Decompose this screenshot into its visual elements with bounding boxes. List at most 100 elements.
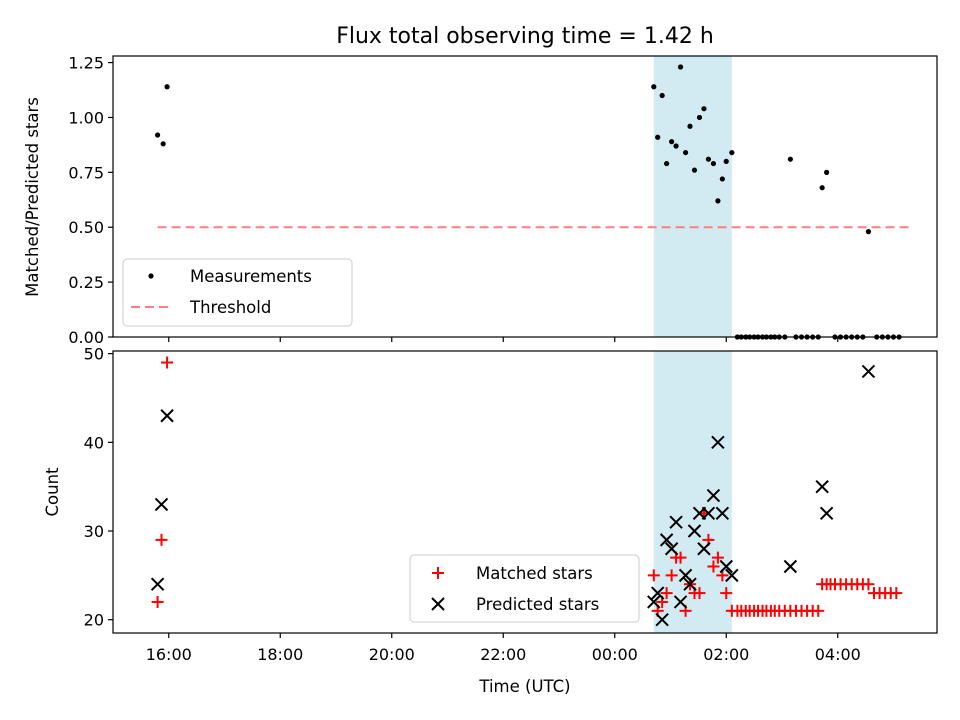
matched-star-point	[155, 533, 168, 546]
measurement-point	[701, 106, 707, 112]
predicted-star-point	[664, 542, 679, 556]
matched-star-point	[720, 587, 733, 600]
matched-star-point	[707, 560, 720, 573]
predicted-star-point	[715, 506, 730, 520]
predicted-star-point	[719, 559, 733, 574]
bottom-y-ticks: 20 30 40 50	[84, 345, 113, 630]
predicted-star-point	[783, 559, 798, 574]
matched-star-point	[711, 551, 724, 564]
measurement-point	[164, 84, 170, 90]
measurement-point	[673, 143, 679, 149]
x-tick-label: 20:00	[369, 645, 415, 664]
measurement-point	[651, 84, 657, 90]
y-tick-label: 40	[84, 433, 104, 452]
y-tick-label: 1.00	[68, 108, 104, 127]
y-tick-label: 20	[84, 611, 104, 630]
x-tick-label: 22:00	[480, 645, 526, 664]
matched-star-point	[862, 578, 875, 591]
predicted-star-point	[650, 586, 665, 600]
predicted-star-point	[678, 568, 693, 583]
measurement-point	[691, 167, 698, 173]
measurement-point	[705, 156, 712, 162]
predicted-star-points	[150, 364, 876, 627]
matched-star-point	[660, 587, 673, 600]
x-tick-label: 00:00	[592, 645, 638, 664]
predicted-star-point	[150, 577, 165, 591]
y-tick-label: 0.00	[68, 328, 104, 347]
top-legend-box	[122, 258, 353, 327]
predicted-star-point	[819, 506, 834, 520]
measurement-point	[682, 149, 689, 156]
bottom-panel: 20 30 40 50 16:00 18:00 20:00 22:00 00:00 02:00 0…	[43, 345, 938, 696]
measurement-point	[669, 139, 675, 145]
predicted-star-point	[711, 435, 725, 450]
predicted-star-point	[861, 364, 876, 379]
matched-star-point	[890, 587, 903, 600]
matched-star-point	[665, 569, 678, 582]
measurement-point	[659, 92, 665, 99]
measurement-point	[677, 64, 684, 70]
top-highlight-span	[653, 56, 732, 337]
predicted-star-point	[154, 497, 169, 512]
y-tick-label: 50	[84, 345, 104, 364]
measurement-point	[664, 160, 670, 167]
top-x-ticks	[168, 337, 839, 342]
predicted-star-point	[815, 479, 829, 494]
measurement-point	[710, 160, 717, 167]
measurement-point	[696, 114, 703, 121]
x-axis-label: Time (UTC)	[478, 677, 570, 696]
predicted-star-point	[669, 515, 683, 529]
measurement-point	[655, 134, 661, 140]
predicted-star-point	[701, 506, 716, 520]
predicted-star-point	[655, 612, 669, 627]
x-tick-label: 02:00	[703, 645, 749, 664]
matched-star-point	[161, 356, 174, 369]
x-tick-label: 16:00	[146, 645, 192, 664]
predicted-star-point	[706, 488, 721, 503]
measurement-point	[723, 158, 729, 164]
top-axes-frame	[112, 55, 938, 338]
top-y-axis-label: Matched/Predicted stars	[23, 97, 42, 297]
measurement-point	[865, 229, 872, 235]
measurement-point	[155, 132, 161, 138]
predicted-star-point	[659, 533, 674, 547]
measurement-point	[687, 123, 693, 129]
y-tick-label: 1.25	[68, 54, 104, 73]
bottom-highlight-span	[653, 351, 732, 633]
measurement-point	[819, 185, 825, 191]
legend-matched-label: Matched stars	[476, 564, 593, 583]
predicted-star-point	[683, 577, 697, 591]
matched-star-point	[151, 595, 164, 608]
legend-predicted-marker	[431, 597, 445, 611]
chart-title: Flux total observing time = 1.42 h	[336, 24, 714, 49]
x-tick-label: 04:00	[815, 645, 861, 664]
measurement-point	[787, 156, 793, 162]
predicted-star-point	[725, 568, 739, 583]
x-tick-label: 18:00	[257, 645, 303, 664]
predicted-star-point	[673, 595, 688, 609]
predicted-star-point	[160, 409, 174, 423]
top-legend: Measurements Threshold	[122, 258, 353, 327]
matched-star-point	[693, 587, 706, 600]
bottom-x-ticks: 16:00 18:00 20:00 22:00 00:00 02:00 04:00	[146, 633, 861, 664]
matched-star-point	[674, 551, 687, 564]
y-tick-label: 0.25	[68, 273, 104, 292]
y-tick-label: 30	[84, 522, 104, 541]
bottom-legend-box	[409, 554, 640, 623]
bottom-y-axis-label: Count	[43, 467, 62, 517]
measurement-point	[729, 149, 735, 156]
bottom-legend: Matched stars Predicted stars	[409, 554, 640, 623]
measurement-point	[160, 141, 166, 147]
top-y-ticks: 0.00 0.25 0.50 0.75 1.00 1.25	[68, 54, 113, 347]
legend-matched-marker	[432, 567, 444, 579]
predicted-star-point	[647, 595, 661, 609]
y-tick-label: 0.50	[68, 218, 104, 237]
legend-threshold-label: Threshold	[189, 298, 271, 317]
measurement-point	[824, 169, 830, 175]
predicted-star-point	[687, 524, 702, 538]
measurement-point	[715, 198, 721, 204]
top-panel: 0.00 0.25 0.50 0.75 1.00 1.25 Matched/Predict…	[23, 54, 938, 347]
legend-measurements-label: Measurements	[190, 267, 312, 286]
matched-star-point	[812, 604, 825, 617]
